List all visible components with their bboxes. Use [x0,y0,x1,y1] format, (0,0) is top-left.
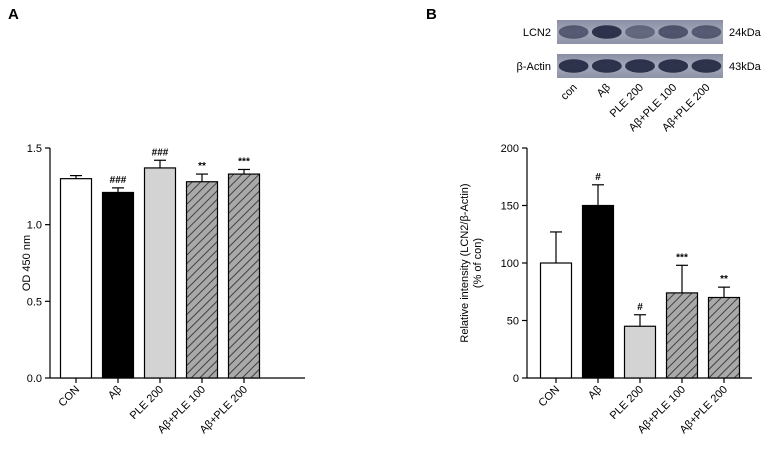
x-tick-label: Aβ [106,384,124,402]
bar [581,204,615,379]
y-tick-label: 150 [501,201,519,213]
panel-label-a: A [8,6,19,23]
blot-row-label: β-Actin [517,61,551,73]
blot-band [658,25,689,39]
blot-row-label: LCN2 [523,27,551,39]
y-tick-label: 0.5 [27,296,42,308]
y-tick-label: 0 [513,373,519,385]
significance-label: # [637,302,643,313]
bar [59,178,93,379]
bar [623,325,657,379]
y-tick-label: 100 [501,258,519,270]
blot-band [658,59,689,73]
x-tick-label: CON [56,384,82,410]
blot-lane-label: Aβ [595,82,613,100]
bar [101,191,135,379]
significance-label: *** [238,156,250,167]
bar [227,173,261,379]
bar [143,167,177,379]
blot-band [625,59,655,73]
x-tick-label: CON [536,384,562,410]
blot-band [591,59,622,73]
blot-band [558,59,589,73]
significance-label: ** [198,161,206,172]
blot-lane-label: con [559,82,580,103]
blot-size-label: 43kDa [729,61,762,73]
y-tick-label: 200 [501,143,519,155]
significance-label: ### [152,147,169,158]
significance-label: *** [676,252,688,263]
bar [185,181,219,379]
chart-b: 0 50 100 150 200 Relative intensity (LCN2/β-A… [459,143,752,436]
y-tick-label: 1.5 [27,143,42,155]
bar [707,296,741,379]
bar [665,292,699,379]
panel-label-b: B [426,6,437,23]
y-tick-label: 50 [507,316,519,328]
blot-band [691,59,722,73]
x-tick-label: PLE 200 [608,384,646,422]
blot-band [691,25,722,39]
y-tick-label: 1.0 [27,220,42,232]
chart-a: 0.0 0.5 1.0 1.5 OD 450 nm CON ### Aβ ### PLE 200 *… [21,143,305,436]
blot-size-label: 24kDa [729,27,762,39]
x-tick-label: PLE 200 [128,384,166,422]
significance-label: ### [110,175,127,186]
significance-label: ** [720,274,728,285]
y-axis-label-2: (% of con) [472,238,484,288]
y-tick-label: 0.0 [27,373,42,385]
blot-band [591,25,622,39]
bar [539,262,573,379]
blot-band [625,25,655,39]
blot-band [558,25,589,39]
y-axis-label: OD 450 nm [21,235,33,291]
y-axis-label: Relative intensity (LCN2/β-Actin) [459,183,471,342]
x-tick-label: Aβ [586,384,604,402]
significance-label: # [595,172,601,183]
